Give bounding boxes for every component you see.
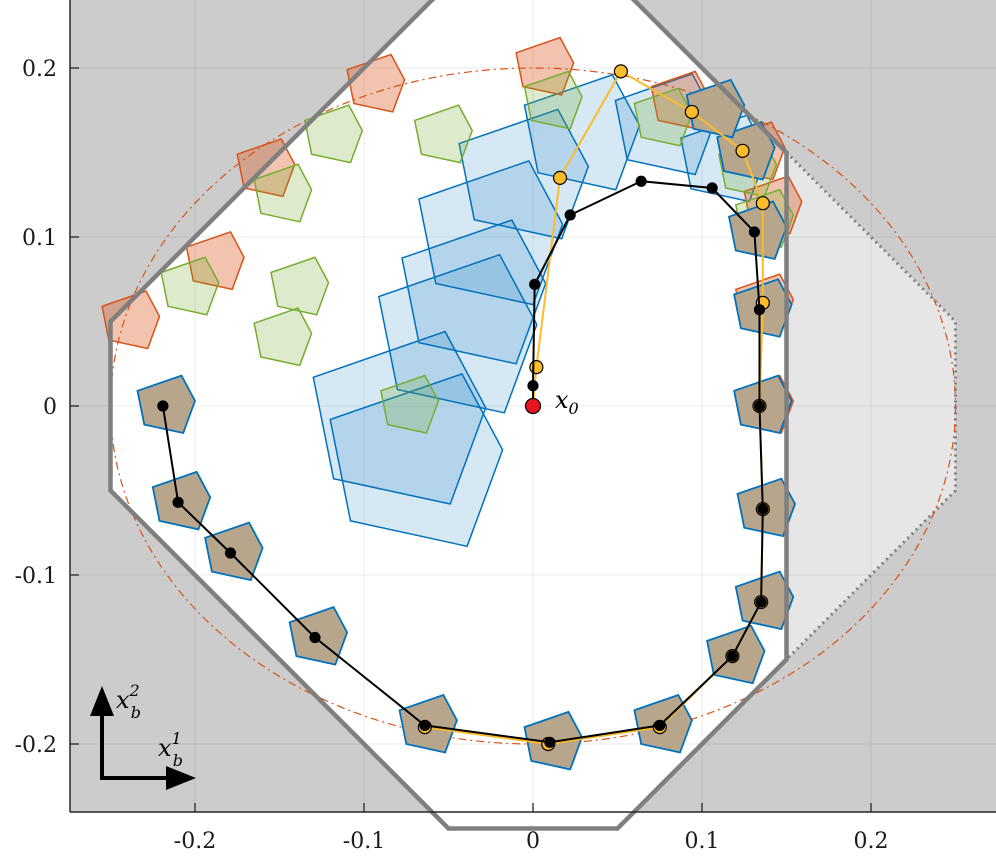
initial-state-marker	[524, 397, 542, 415]
reachable-set	[312, 330, 487, 505]
trajectory-point	[684, 104, 699, 120]
trajectory-point	[635, 175, 647, 187]
tube-set	[523, 70, 583, 130]
tube-set	[253, 163, 313, 223]
reachable-set	[418, 159, 564, 306]
trajectory-point	[753, 400, 766, 412]
trajectory-point	[753, 304, 766, 316]
tube-set	[253, 307, 313, 367]
x-tick-label: 0.1	[685, 829, 720, 854]
trajectory-point	[706, 182, 718, 194]
trajectory-point	[172, 496, 184, 508]
reachable-set	[329, 372, 504, 548]
x-tick-label: 0.2	[854, 829, 889, 854]
trajectory-point	[544, 736, 556, 748]
reachable-set	[377, 253, 538, 414]
tube-set	[185, 230, 245, 291]
trajectory-point	[613, 64, 628, 79]
trajectory-point	[157, 400, 169, 412]
trajectory-point	[552, 170, 568, 185]
large-reachable-sets	[312, 72, 768, 548]
x-tick-label: 0	[526, 829, 540, 854]
trajectory-point	[748, 226, 760, 238]
trajectories	[157, 64, 770, 752]
trajectory-point	[309, 631, 321, 644]
horizontal-arrow-head	[166, 766, 196, 790]
initial-state-label: x0	[555, 386, 579, 418]
y-ticks: -0.2 -0.1 0 0.1 0.2	[15, 57, 79, 758]
trajectory-point	[726, 650, 739, 662]
horizontal-arrow-label: x1 b	[158, 729, 183, 770]
tube-set	[160, 256, 220, 316]
vertical-arrow-label: x2 b	[116, 681, 141, 722]
y-tick-label: 0.1	[22, 226, 57, 251]
trajectory-point	[529, 360, 544, 375]
x-tick-label: -0.1	[343, 829, 385, 854]
tube-set	[515, 36, 575, 96]
safe-set-region	[110, 0, 787, 829]
safe-set-border	[108, 0, 789, 831]
x-tick-label: -0.2	[174, 829, 216, 854]
trajectory-point	[527, 380, 539, 392]
tube-set	[413, 104, 474, 164]
y-tick-label: -0.2	[15, 733, 57, 758]
x-ticks: -0.2 -0.1 0 0.1 0.2	[174, 803, 889, 854]
trajectory-point	[757, 503, 769, 515]
y-tick-label: -0.1	[15, 564, 57, 589]
y-tick-label: 0.2	[22, 57, 57, 82]
trajectory-point	[755, 196, 770, 211]
trajectory-point	[755, 596, 767, 608]
vertical-arrow-head	[90, 686, 114, 716]
trajectory-point	[564, 209, 576, 221]
y-tick-label: 0	[43, 395, 57, 420]
axis-direction-annotation: x2 b x1 b	[90, 681, 196, 790]
trajectory-point	[529, 278, 541, 290]
tube-set	[270, 256, 330, 316]
reachable-set	[523, 73, 641, 191]
trajectory-point	[654, 719, 666, 732]
trajectory-point	[735, 143, 750, 158]
tube-set	[380, 374, 440, 434]
trajectory-point	[224, 547, 237, 559]
trajectory-point	[419, 719, 431, 732]
tube-set	[304, 104, 364, 164]
